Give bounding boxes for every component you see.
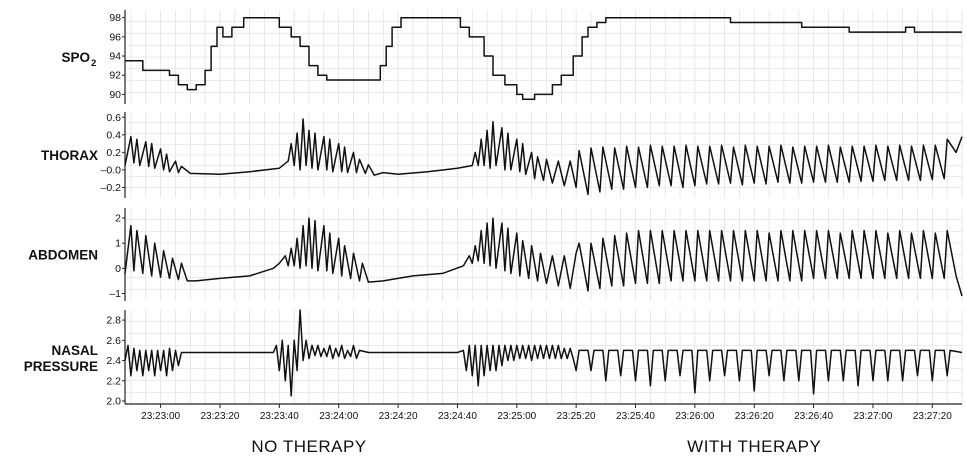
trace-1 bbox=[124, 118, 963, 196]
grid bbox=[125, 208, 963, 301]
panel-label: NASAL bbox=[52, 343, 99, 358]
x-tick-label: 23:25:40 bbox=[616, 411, 655, 422]
y-tick-label: 2.8 bbox=[106, 315, 121, 327]
y-tick-label: –0.0 bbox=[101, 164, 122, 176]
x-tick-label: 23:24:40 bbox=[438, 411, 477, 422]
x-tick-label: 23:24:00 bbox=[319, 411, 358, 422]
x-tick-label: 23:26:20 bbox=[735, 411, 774, 422]
y-tick-label: 2.4 bbox=[106, 355, 121, 367]
x-tick-label: 23:24:20 bbox=[379, 411, 418, 422]
y-tick-label: 0.4 bbox=[106, 129, 121, 141]
panel-0: 98 96 94 92 90 SPO 2 bbox=[61, 10, 963, 104]
trace-2 bbox=[124, 217, 963, 297]
x-axis: 23:23:00 23:23:20 23:23:40 23:24:00 23:24:20… bbox=[125, 403, 962, 422]
y-tick-label: 92 bbox=[109, 70, 121, 82]
grid bbox=[125, 112, 963, 198]
y-tick-label: 2.6 bbox=[106, 335, 121, 347]
x-tick-label: 23:23:20 bbox=[201, 411, 240, 422]
trace-3 bbox=[124, 309, 963, 397]
y-tick-label: 2.0 bbox=[106, 395, 121, 407]
y-tick-label: 0.2 bbox=[106, 147, 121, 159]
panel-label-line2: PRESSURE bbox=[24, 359, 98, 374]
x-tick-label: 23:25:20 bbox=[557, 411, 596, 422]
grid bbox=[125, 10, 963, 104]
y-tick-label: 94 bbox=[109, 51, 121, 63]
panel-1: 0.6 0.4 0.2 –0.0 –0.2 THORAX bbox=[41, 112, 963, 198]
y-tick-label: 0 bbox=[115, 263, 121, 275]
x-tick-label: 23:26:40 bbox=[794, 411, 833, 422]
panel-2: 2 1 0 –1 ABDOMEN bbox=[28, 208, 963, 301]
y-tick-label: 98 bbox=[109, 12, 121, 24]
annotation-0: NO THERAPY bbox=[251, 437, 366, 456]
y-tick-label: 90 bbox=[109, 89, 121, 101]
y-tick-label: 0.6 bbox=[106, 112, 121, 124]
x-tick-label: 23:25:00 bbox=[497, 411, 536, 422]
y-tick-label: –0.2 bbox=[101, 182, 122, 194]
panel-label-subscript: 2 bbox=[91, 58, 96, 69]
y-tick-label: 1 bbox=[115, 238, 121, 250]
x-tick-label: 23:27:00 bbox=[853, 411, 892, 422]
y-tick-label: 2.2 bbox=[106, 375, 121, 387]
y-tick-label: 96 bbox=[109, 31, 121, 43]
panel-label: THORAX bbox=[41, 148, 98, 163]
trace-0 bbox=[125, 16, 962, 100]
x-tick-label: 23:23:40 bbox=[260, 411, 299, 422]
x-tick-label: 23:26:00 bbox=[675, 411, 714, 422]
y-tick-label: 2 bbox=[115, 213, 121, 225]
annotation-1: WITH THERAPY bbox=[687, 437, 821, 456]
panel-label: SPO bbox=[61, 50, 90, 65]
x-tick-label: 23:23:00 bbox=[141, 411, 180, 422]
x-tick-label: 23:27:20 bbox=[913, 411, 952, 422]
panel-label: ABDOMEN bbox=[28, 248, 98, 263]
y-tick-label: –1 bbox=[109, 288, 121, 300]
